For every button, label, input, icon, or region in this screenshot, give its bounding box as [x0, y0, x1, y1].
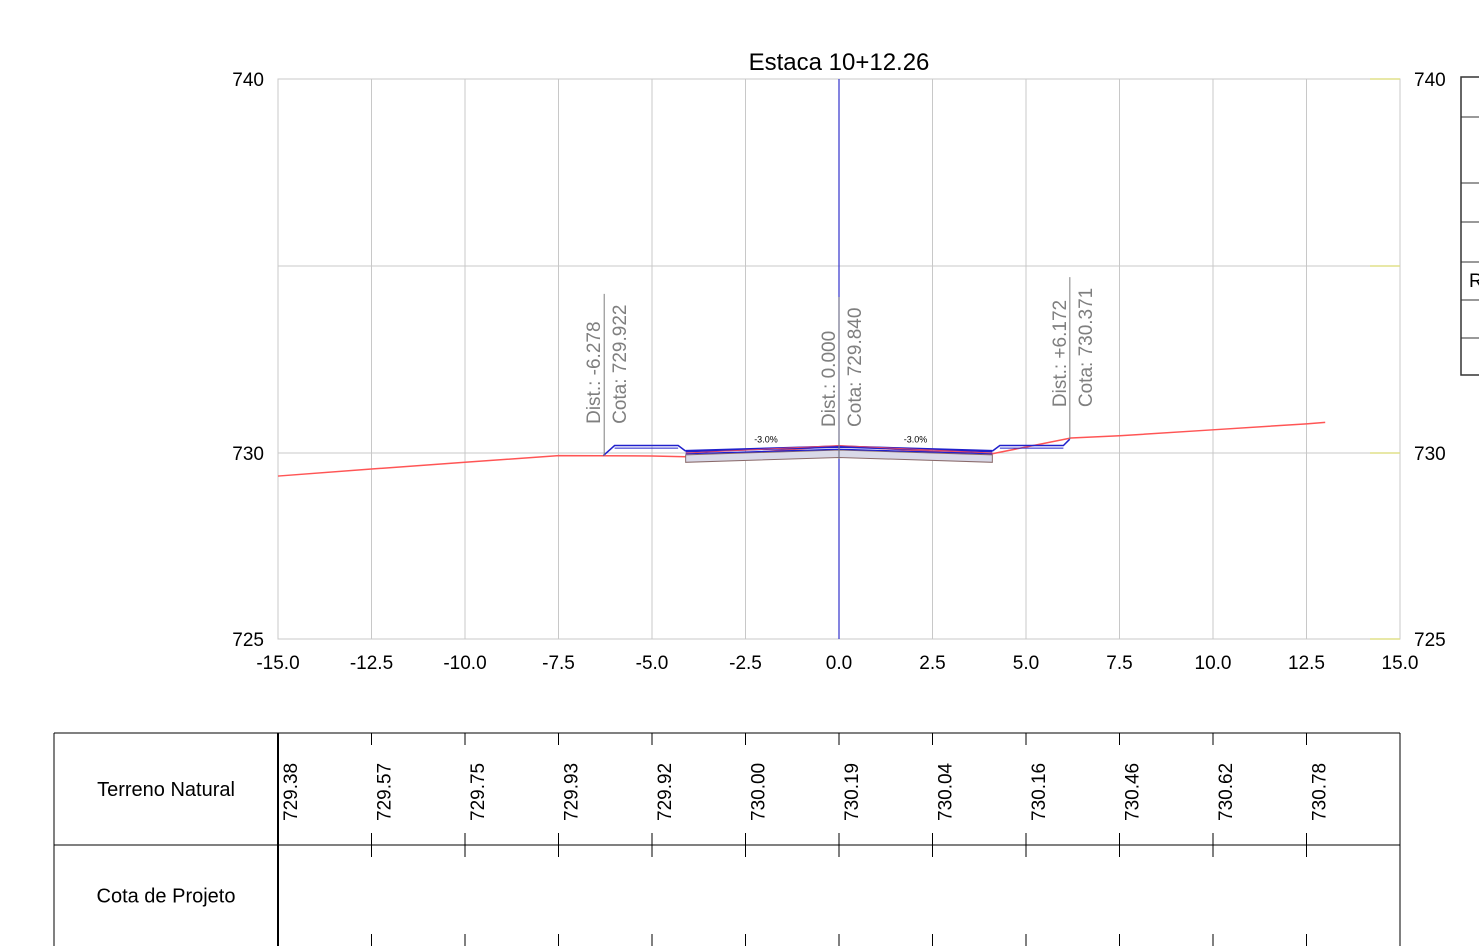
terreno-value: 730.62: [1216, 763, 1237, 821]
x-tick-label: -15.0: [256, 653, 299, 674]
y-tick-label-right: 725: [1414, 630, 1446, 651]
terreno-value: 730.04: [936, 762, 957, 821]
x-tick-label: 12.5: [1288, 653, 1325, 674]
side-panel-frame: [1460, 76, 1479, 376]
grid: [277, 78, 1401, 640]
road-section: -3.0% -3.0%: [602, 434, 1071, 463]
x-tick-label: 15.0: [1382, 653, 1419, 674]
x-tick-label: -5.0: [636, 653, 669, 674]
terreno-value: 729.93: [562, 763, 583, 821]
y-tick-label: 740: [232, 70, 264, 91]
x-tick-label: 0.0: [826, 653, 852, 674]
chart-title: Estaca 10+12.26: [749, 49, 930, 76]
terreno-value: 729.57: [375, 763, 396, 821]
x-tick-label: 7.5: [1106, 653, 1132, 674]
row-label-projeto: Cota de Projeto: [97, 886, 236, 908]
annotation-dist: Dist.: -6.278: [584, 321, 605, 423]
terreno-value: 730.78: [1310, 763, 1331, 821]
x-tick-label: 2.5: [919, 653, 945, 674]
right-shoulder: [991, 438, 1071, 452]
row-label-terreno: Terreno Natural: [97, 779, 235, 801]
x-tick-label: -7.5: [542, 653, 575, 674]
terreno-value: 730.46: [1123, 763, 1144, 821]
terrain-line: [277, 421, 1326, 477]
tick-labels: -15.0 -12.5 -10.0 -7.5 -5.0 -2.5 0.0 2.5 5.0 7.5 1…: [232, 70, 1445, 674]
slope-label: -3.0%: [904, 434, 928, 444]
annotation-cota: Cota: 729.922: [610, 305, 631, 424]
terrain-polyline: [277, 421, 1326, 477]
y-tick-label-right: 730: [1414, 444, 1446, 465]
y-tick-label: 725: [232, 630, 264, 651]
terreno-value: 729.38: [281, 763, 302, 821]
y-tick-label: 730: [232, 444, 264, 465]
annotation-cota: Cota: 729.840: [845, 308, 866, 427]
x-tick-label: -12.5: [350, 653, 393, 674]
x-tick-label: 5.0: [1013, 653, 1039, 674]
x-tick-label: -10.0: [443, 653, 486, 674]
side-panel-label: R: [1469, 271, 1479, 292]
terreno-value: 730.19: [842, 763, 863, 821]
slope-label: -3.0%: [754, 434, 778, 444]
x-tick-label: -2.5: [729, 653, 762, 674]
annotation-cota: Cota: 730.371: [1076, 288, 1097, 407]
terreno-value: 730.16: [1029, 763, 1050, 821]
terreno-value: 729.75: [468, 763, 489, 821]
terreno-value: 730.00: [749, 763, 770, 821]
left-shoulder: [602, 444, 687, 457]
y-tick-label-right: 740: [1414, 70, 1446, 91]
profile-table: Terreno Natural Cota de Projeto 729.38 729.…: [53, 732, 1401, 946]
x-tick-label: 10.0: [1195, 653, 1232, 674]
annotation-dist: Dist.: +6.172: [1050, 300, 1071, 407]
annotation-dist: Dist.: 0.000: [819, 331, 840, 427]
annotations: Dist.: -6.278 Cota: 729.922 Dist.: 0.000 Co…: [584, 277, 1097, 459]
terreno-value: 729.92: [655, 763, 676, 821]
side-panel: R: [1460, 76, 1479, 376]
